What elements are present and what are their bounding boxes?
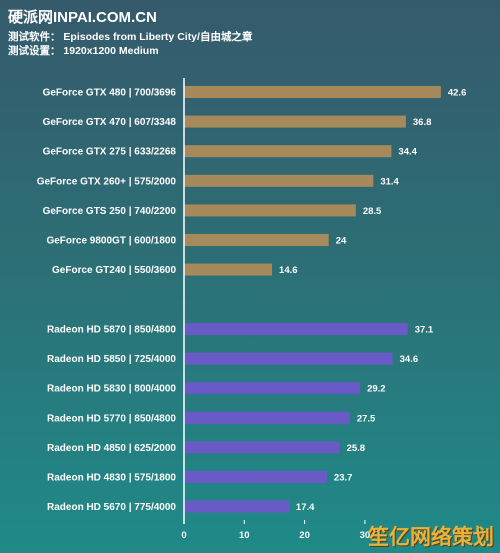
category-label: GeForce GTX 480 | 700/3696 xyxy=(43,88,177,99)
category-label: Radeon HD 4830 | 575/1800 xyxy=(47,473,176,484)
bar xyxy=(184,86,441,98)
category-label: GeForce GTX 275 | 633/2268 xyxy=(43,147,177,158)
value-label: 34.4 xyxy=(398,147,417,158)
watermark-logo: 笙亿网络策划 xyxy=(368,526,494,549)
x-tick-label: 10 xyxy=(239,530,250,541)
bar xyxy=(184,352,393,365)
value-label: 28.5 xyxy=(363,206,382,217)
value-label: 37.1 xyxy=(415,325,434,336)
category-label: Radeon HD 5850 | 725/4000 xyxy=(47,354,176,365)
bar xyxy=(184,204,356,217)
category-label: GeForce GT240 | 550/3600 xyxy=(52,265,176,276)
value-label: 29.2 xyxy=(367,384,386,395)
category-label: Radeon HD 5830 | 800/4000 xyxy=(47,384,176,395)
value-label: 24 xyxy=(336,236,347,247)
bar xyxy=(184,471,327,483)
x-tick-label: 0 xyxy=(181,530,186,541)
test-settings-line: 测试设置： 1920x1200 Medium xyxy=(8,45,159,57)
bar xyxy=(184,115,406,128)
category-label: GeForce GTX 260+ | 575/2000 xyxy=(37,176,177,187)
test-software-line: 测试软件： Episodes from Liberty City/自由城之章 xyxy=(8,31,253,43)
category-label: Radeon HD 5670 | 775/4000 xyxy=(47,502,176,513)
category-label: Radeon HD 4850 | 625/2000 xyxy=(47,443,176,454)
test-info: 测试软件： Episodes from Liberty City/自由城之章 测… xyxy=(8,30,252,58)
bar xyxy=(184,174,374,187)
category-label: Radeon HD 5770 | 850/4800 xyxy=(47,413,176,424)
value-label: 17.4 xyxy=(296,502,315,513)
value-label: 42.6 xyxy=(448,88,467,99)
bar xyxy=(184,500,289,513)
bar xyxy=(184,382,361,395)
value-label: 14.6 xyxy=(279,265,298,276)
bar xyxy=(184,145,392,158)
site-brand: 硬派网INPAI.COM.CN xyxy=(8,9,157,26)
value-label: 34.6 xyxy=(400,354,419,365)
category-label: GeForce 9800GT | 600/1800 xyxy=(46,236,176,247)
category-label: GeForce GTX 470 | 607/3348 xyxy=(43,117,177,128)
category-label: Radeon HD 5870 | 850/4800 xyxy=(47,325,176,336)
bar xyxy=(184,263,273,276)
value-label: 31.4 xyxy=(380,176,399,187)
value-label: 36.8 xyxy=(413,117,432,128)
x-tick-label: 20 xyxy=(299,530,310,541)
value-label: 23.7 xyxy=(334,473,353,484)
x-tick-label: 30 xyxy=(360,530,371,541)
bar xyxy=(184,441,340,454)
category-label: GeForce GTS 250 | 740/2200 xyxy=(43,206,177,217)
header: 硬派网INPAI.COM.CN 测试软件： Episodes from Libe… xyxy=(8,6,252,58)
bar xyxy=(184,411,350,424)
value-label: 27.5 xyxy=(357,413,376,424)
value-label: 25.8 xyxy=(347,443,366,454)
bar xyxy=(184,323,408,335)
bar xyxy=(184,234,329,246)
